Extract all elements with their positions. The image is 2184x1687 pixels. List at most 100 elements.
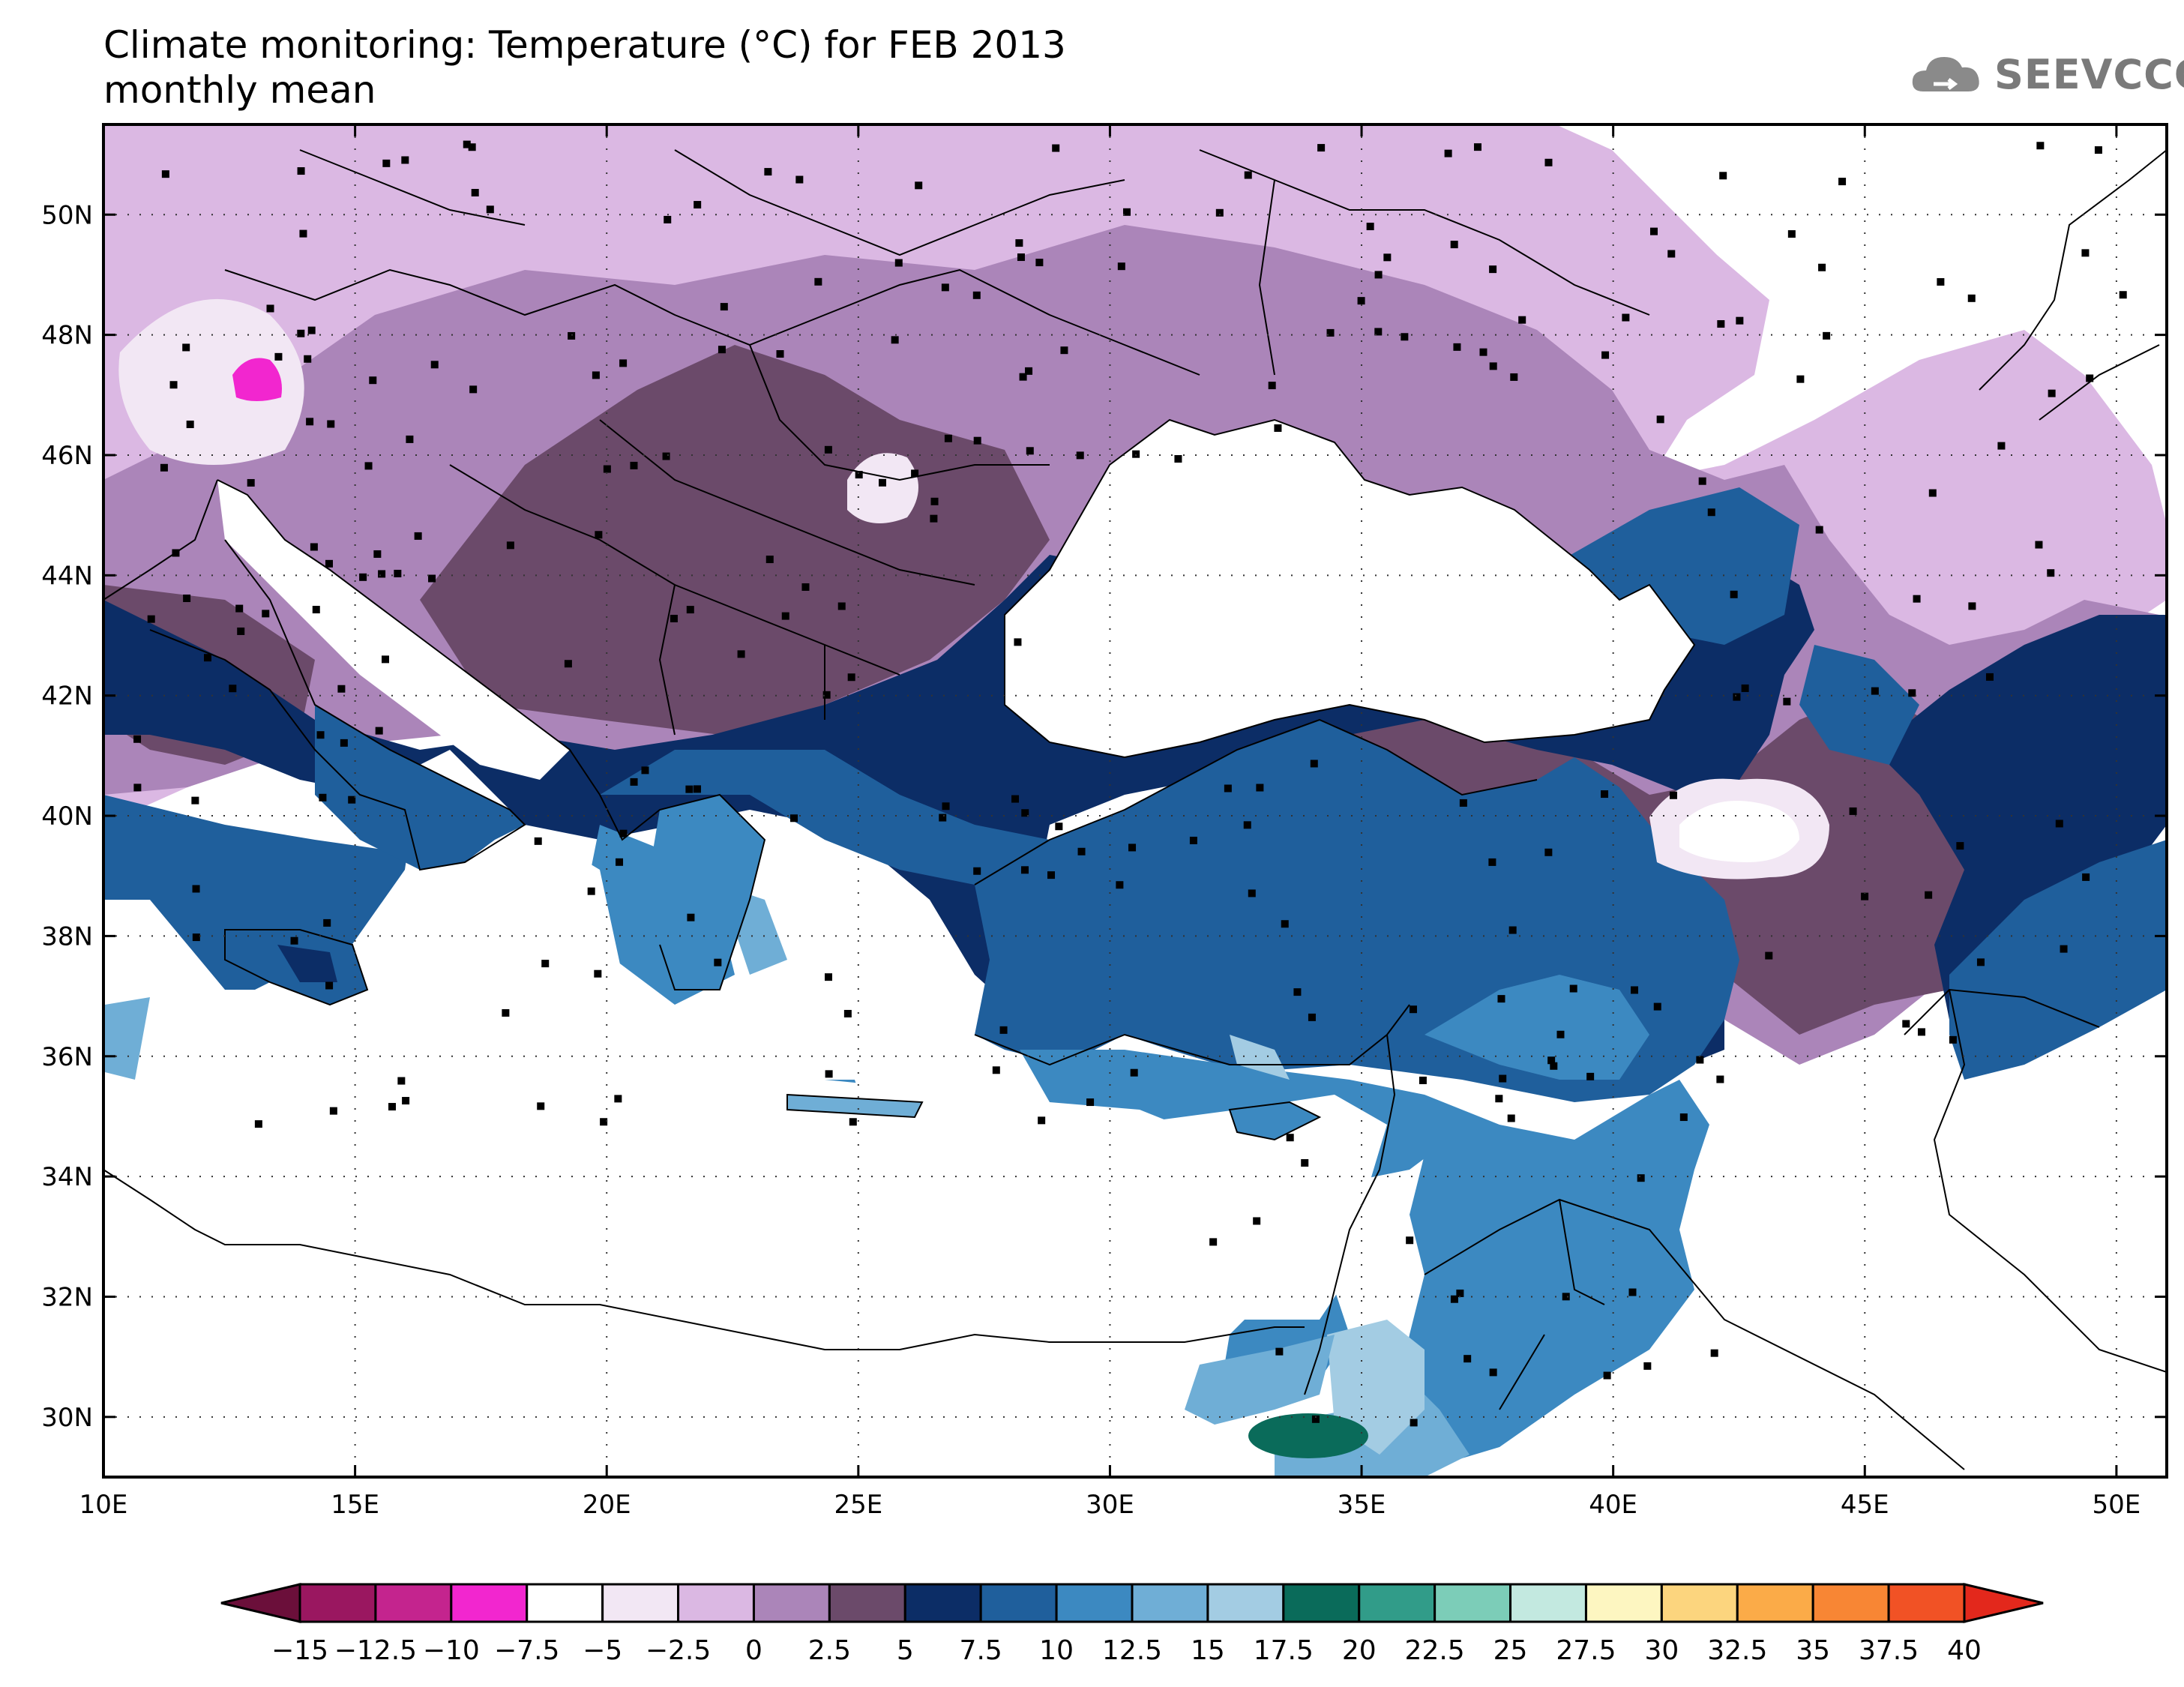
colorbar-label: 7.5: [960, 1635, 1002, 1666]
station-marker: [664, 215, 672, 223]
colorbar-label: 17.5: [1254, 1635, 1314, 1666]
y-tick-label: 44N: [41, 561, 93, 591]
station-marker: [1765, 951, 1773, 960]
station-marker: [229, 685, 237, 693]
zone-7-5-to-10: [103, 487, 2167, 1102]
station-marker: [1976, 958, 1985, 966]
station-marker: [685, 785, 694, 793]
alps-white: [118, 298, 304, 465]
station-marker: [468, 143, 476, 151]
station-marker: [534, 837, 542, 845]
station-marker: [1015, 239, 1023, 247]
station-marker: [1631, 986, 1639, 994]
station-marker: [463, 140, 471, 148]
y-tick-label: 42N: [41, 682, 93, 712]
station-marker: [1253, 1217, 1261, 1225]
station-marker: [1419, 1076, 1427, 1084]
station-marker: [1406, 1236, 1414, 1245]
station-marker: [1544, 158, 1553, 166]
colorbar-label: −2.5: [646, 1635, 711, 1666]
station-marker: [1649, 227, 1658, 235]
station-marker: [1281, 920, 1289, 928]
graticule: [103, 124, 2167, 1477]
station-marker: [1209, 1238, 1218, 1246]
station-marker: [568, 331, 576, 340]
station-marker: [325, 559, 333, 568]
station-marker: [2047, 569, 2055, 577]
station-marker: [1019, 373, 1027, 381]
station-marker: [1562, 1293, 1570, 1301]
station-marker: [1656, 415, 1664, 424]
station-marker: [1707, 508, 1715, 517]
station-marker: [891, 336, 899, 344]
station-marker: [160, 463, 168, 472]
station-marker: [1967, 294, 1976, 302]
x-tick-label: 50E: [2093, 1490, 2141, 1520]
station-marker: [764, 168, 772, 176]
station-marker: [619, 829, 628, 838]
station-marker: [402, 1097, 410, 1105]
title-line-1: Climate monitoring: Temperature (°C) for…: [103, 23, 1066, 67]
colorbar-label: −7.5: [494, 1635, 559, 1666]
station-marker: [2035, 541, 2043, 549]
colorbar-swatch: [903, 1583, 982, 1623]
station-marker: [1544, 848, 1553, 856]
station-marker: [297, 167, 305, 175]
station-marker: [855, 471, 863, 479]
station-marker: [1489, 1368, 1497, 1377]
station-marker: [1117, 262, 1125, 271]
station-marker: [1997, 442, 2006, 450]
station-marker: [694, 785, 702, 793]
black-sea: [1005, 420, 1694, 757]
station-marker: [614, 1095, 622, 1103]
station-marker: [306, 418, 314, 426]
station-marker: [2082, 873, 2090, 881]
x-axis: 10E 15E 20E 25E 30E 35E 40E 45E 50E: [79, 124, 2141, 1520]
station-marker: [1733, 693, 1741, 701]
station-marker: [1823, 331, 1831, 340]
station-marker: [1495, 1095, 1503, 1103]
station-marker: [1510, 373, 1518, 381]
colorbar-swatch: [1509, 1583, 1587, 1623]
station-marker: [1518, 316, 1526, 324]
temperature-field: [103, 124, 2167, 1477]
station-marker: [973, 436, 981, 445]
station-marker: [307, 326, 316, 334]
station-marker: [837, 602, 846, 610]
station-marker: [1815, 526, 1823, 534]
station-marker: [1913, 595, 1921, 603]
station-marker: [147, 615, 155, 623]
station-marker: [329, 1107, 337, 1115]
station-marker: [1463, 1355, 1472, 1363]
greece: [645, 795, 765, 990]
station-marker: [1401, 333, 1409, 341]
station-marker: [1076, 451, 1084, 460]
station-marker: [502, 1008, 510, 1017]
station-marker: [795, 175, 804, 184]
colorbar-swatch: [1887, 1583, 1966, 1623]
station-marker: [1310, 760, 1318, 768]
chart-title: Climate monitoring: Temperature (°C) for…: [103, 22, 1066, 112]
station-marker: [1293, 988, 1302, 996]
colorbar-swatch: [1055, 1583, 1134, 1623]
station-marker: [849, 1118, 857, 1126]
y-axis: 30N 32N 34N 36N 38N 40N 42N 44N 46N 48N 50N: [41, 200, 2167, 1433]
station-marker: [603, 465, 611, 473]
colorbar-swatch: [979, 1583, 1058, 1623]
station-marker: [1968, 602, 1976, 610]
y-tick-label: 36N: [41, 1042, 93, 1072]
station-marker: [1556, 1030, 1565, 1038]
colorbar-label: −15: [271, 1635, 328, 1666]
station-marker: [765, 556, 774, 564]
station-marker: [1861, 892, 1869, 900]
station-marker: [1637, 1174, 1645, 1182]
station-marker: [1917, 1028, 1925, 1036]
station-marker: [1026, 447, 1034, 455]
station-marker: [1025, 367, 1033, 375]
station-marker: [942, 802, 950, 811]
station-marker: [290, 936, 298, 945]
station-marker: [1871, 687, 1879, 695]
station-marker: [1215, 208, 1224, 217]
station-marker: [262, 610, 270, 618]
station-marker: [340, 739, 348, 747]
